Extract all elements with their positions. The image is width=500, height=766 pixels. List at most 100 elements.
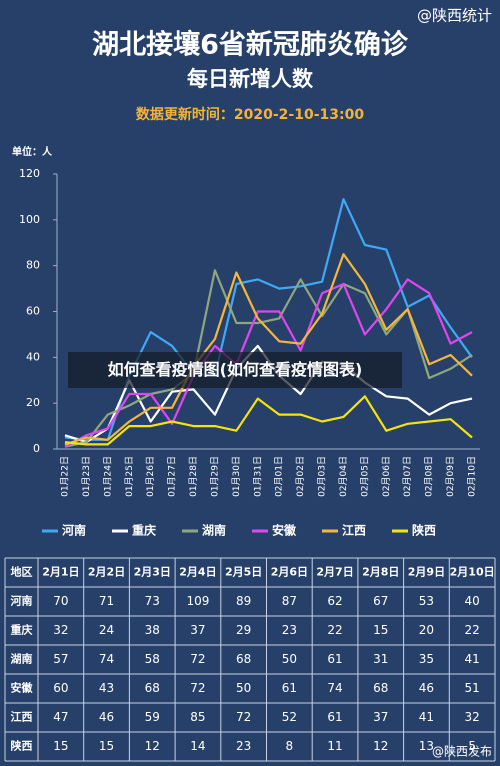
table-cell: 5 <box>468 739 476 753</box>
table-cell: 71 <box>99 594 114 608</box>
table-cell: 23 <box>236 739 251 753</box>
table-cell: 68 <box>236 652 251 666</box>
table-cell: 29 <box>236 623 251 637</box>
y-tick-label: 20 <box>26 396 40 409</box>
legend-label: 陕西 <box>412 523 436 538</box>
table-cell: 62 <box>327 594 342 608</box>
table-cell: 24 <box>99 623 114 637</box>
table-cell: 43 <box>99 681 114 695</box>
update-time: 数据更新时间：2020-2-10-13:00 <box>136 106 364 123</box>
table-cell: 8 <box>286 739 294 753</box>
table-cell: 61 <box>327 710 342 724</box>
chart-subtitle: 每日新增人数 <box>187 67 314 91</box>
table-cell: 50 <box>236 681 251 695</box>
table-cell: 20 <box>419 623 434 637</box>
x-tick-label: 01月29日 <box>209 456 220 497</box>
table-cell: 60 <box>53 681 68 695</box>
x-tick-label: 02月06日 <box>381 456 392 497</box>
x-tick-label: 02月01日 <box>274 456 285 497</box>
x-tick-label: 01月31日 <box>252 456 263 497</box>
y-tick-label: 120 <box>19 167 40 180</box>
table-cell: 14 <box>190 739 205 753</box>
series-line <box>64 278 473 448</box>
table-cell: 68 <box>145 681 160 695</box>
table-cell: 87 <box>282 594 297 608</box>
x-tick-label: 02月04日 <box>338 456 349 497</box>
overlay-text: 如何查看疫情图(如何查看疫情图表) <box>68 352 402 388</box>
table-header: 地区 <box>11 565 33 579</box>
table-cell: 51 <box>465 681 480 695</box>
unit-label: 单位：人 <box>12 145 53 158</box>
table-header: 2月9日 <box>408 566 445 579</box>
table-cell: 15 <box>373 623 388 637</box>
table-cell: 72 <box>236 710 251 724</box>
table-cell: 68 <box>373 681 388 695</box>
table-cell: 37 <box>190 623 205 637</box>
table-header: 2月8日 <box>362 566 399 579</box>
legend-label: 河南 <box>61 523 86 538</box>
table-row-label: 安徽 <box>11 681 34 695</box>
series-line <box>64 253 473 446</box>
table-cell: 53 <box>419 594 434 608</box>
table-cell: 73 <box>145 594 160 608</box>
table-header: 2月3日 <box>134 566 171 579</box>
x-tick-label: 01月30日 <box>231 456 242 497</box>
table-cell: 70 <box>53 594 68 608</box>
table-cell: 72 <box>190 681 205 695</box>
x-tick-label: 02月02日 <box>295 456 306 497</box>
table-cell: 32 <box>465 710 480 724</box>
table-cell: 12 <box>373 739 388 753</box>
table-cell: 109 <box>186 594 209 608</box>
table-cell: 22 <box>465 623 480 637</box>
table-header: 2月1日 <box>42 566 79 579</box>
y-tick-label: 100 <box>19 213 40 226</box>
table-cell: 57 <box>53 652 68 666</box>
legend-label: 湖南 <box>202 523 226 538</box>
x-tick-label: 01月25日 <box>124 456 135 497</box>
x-tick-label: 02月07日 <box>402 456 413 497</box>
table-cell: 61 <box>282 681 297 695</box>
table-header: 2月6日 <box>271 566 308 579</box>
table-cell: 59 <box>145 710 160 724</box>
watermark: @陕西发布 <box>432 744 492 759</box>
table-cell: 38 <box>145 623 160 637</box>
chart-title: 湖北接壤6省新冠肺炎确诊 <box>92 29 409 61</box>
table-cell: 15 <box>53 739 68 753</box>
x-tick-label: 01月23日 <box>81 456 92 497</box>
table-row-label: 湖南 <box>11 652 33 666</box>
series-line <box>64 395 473 446</box>
table-cell: 67 <box>373 594 388 608</box>
table-cell: 35 <box>419 652 434 666</box>
x-tick-label: 01月26日 <box>145 456 156 497</box>
table-cell: 47 <box>53 710 68 724</box>
table-cell: 23 <box>282 623 297 637</box>
table-cell: 74 <box>99 652 114 666</box>
table-cell: 72 <box>190 652 205 666</box>
x-tick-label: 02月09日 <box>445 456 456 497</box>
table-header: 2月7日 <box>316 566 353 579</box>
x-tick-label: 02月03日 <box>317 456 328 497</box>
table-row-label: 江西 <box>11 710 33 724</box>
table-cell: 12 <box>145 739 160 753</box>
legend-label: 江西 <box>342 523 366 538</box>
table-cell: 15 <box>99 739 114 753</box>
x-tick-label: 01月28日 <box>188 456 199 497</box>
x-tick-label: 02月05日 <box>359 456 370 497</box>
y-tick-label: 80 <box>26 259 40 272</box>
table-cell: 11 <box>327 739 342 753</box>
x-tick-label: 02月08日 <box>424 456 435 497</box>
table-cell: 22 <box>327 623 342 637</box>
table-cell: 46 <box>419 681 434 695</box>
table-cell: 41 <box>465 652 480 666</box>
table-cell: 61 <box>327 652 342 666</box>
x-tick-label: 01月22日 <box>60 456 71 497</box>
x-tick-label: 01月27日 <box>167 456 178 497</box>
legend-label: 重庆 <box>132 523 156 538</box>
table-header: 2月5日 <box>225 566 262 579</box>
x-tick-label: 01月24日 <box>102 456 113 497</box>
y-tick-label: 0 <box>33 442 40 455</box>
table-cell: 50 <box>282 652 297 666</box>
table-header: 2月10日 <box>450 566 495 579</box>
table-row-label: 陕西 <box>11 739 33 753</box>
